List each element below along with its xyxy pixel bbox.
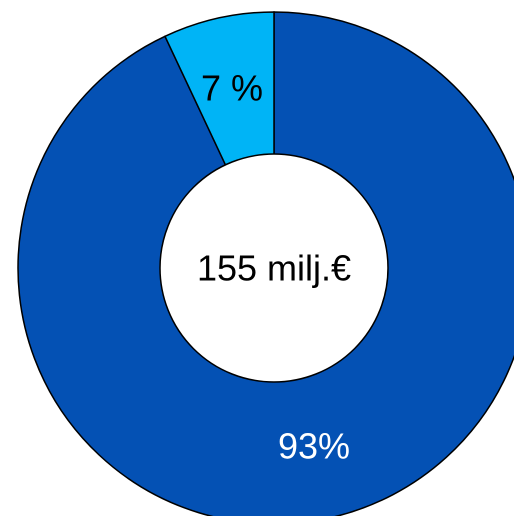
donut-hole: [159, 153, 389, 383]
slice-label-0: 93%: [278, 426, 350, 467]
slice-label-1: 7 %: [201, 68, 263, 109]
slice-label-group: 93% 7 %: [201, 68, 350, 467]
center-total-label: 155 milj.€: [197, 248, 351, 289]
